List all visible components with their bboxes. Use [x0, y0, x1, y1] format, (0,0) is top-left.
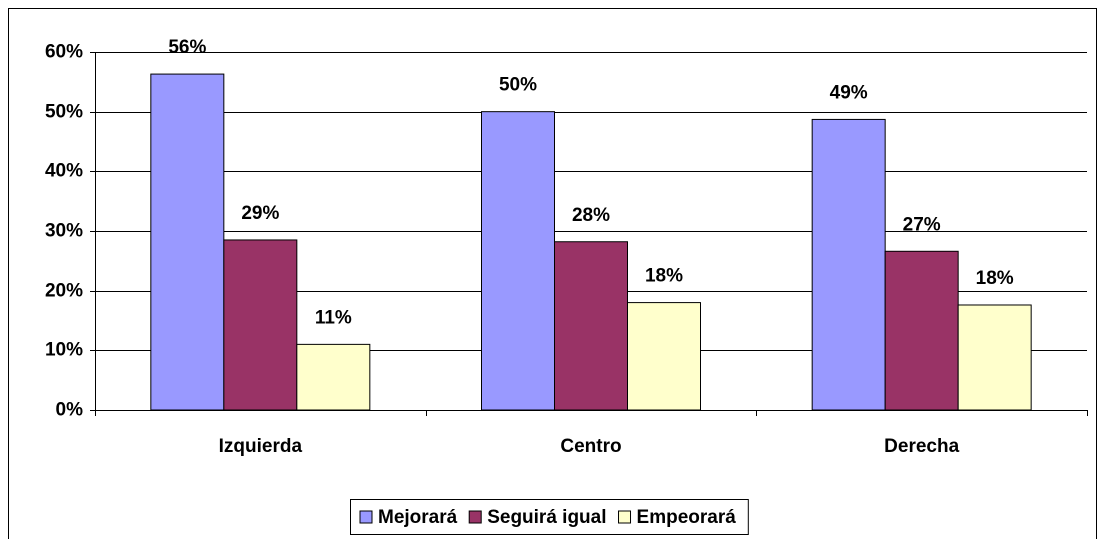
- y-tick-label: 30%: [45, 221, 83, 242]
- data-label: 18%: [645, 266, 683, 287]
- legend-label: Seguirá igual: [487, 507, 606, 528]
- bar: [150, 73, 225, 411]
- x-tick-label: Derecha: [884, 436, 959, 457]
- data-label: 18%: [976, 268, 1014, 289]
- y-tick-label: 20%: [45, 281, 83, 302]
- data-label: 29%: [241, 203, 279, 224]
- y-tick-label: 40%: [45, 161, 83, 182]
- data-label: 28%: [572, 205, 610, 226]
- y-tick-label: 0%: [56, 400, 84, 421]
- bar: [627, 302, 701, 411]
- legend-swatch: [618, 510, 632, 524]
- x-tick-label: Izquierda: [219, 436, 303, 457]
- y-tick-label: 60%: [45, 42, 83, 63]
- bar: [554, 241, 628, 411]
- x-tick-label: Centro: [560, 436, 621, 457]
- legend-box: [350, 499, 749, 535]
- data-label: 27%: [903, 214, 941, 235]
- legend-label: Mejorará: [378, 507, 458, 528]
- bar: [481, 111, 555, 411]
- legend-swatch: [359, 510, 373, 524]
- legend-label: Empeorará: [637, 507, 737, 528]
- bar: [957, 304, 1032, 411]
- data-label: 50%: [499, 75, 537, 96]
- data-label: 11%: [315, 307, 352, 328]
- y-tick-label: 10%: [45, 340, 83, 361]
- bar: [223, 239, 298, 411]
- bar: [296, 343, 371, 411]
- data-label: 49%: [830, 82, 868, 103]
- data-label: 56%: [168, 37, 206, 58]
- bar: [811, 118, 886, 411]
- bar: [884, 250, 959, 411]
- legend-swatch: [468, 510, 482, 524]
- y-tick-label: 50%: [45, 102, 83, 123]
